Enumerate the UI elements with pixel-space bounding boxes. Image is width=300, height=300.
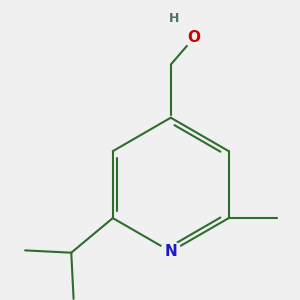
Text: O: O [187,30,200,45]
Circle shape [160,242,181,262]
Text: N: N [164,244,177,259]
Circle shape [184,28,203,47]
Text: H: H [169,12,180,25]
